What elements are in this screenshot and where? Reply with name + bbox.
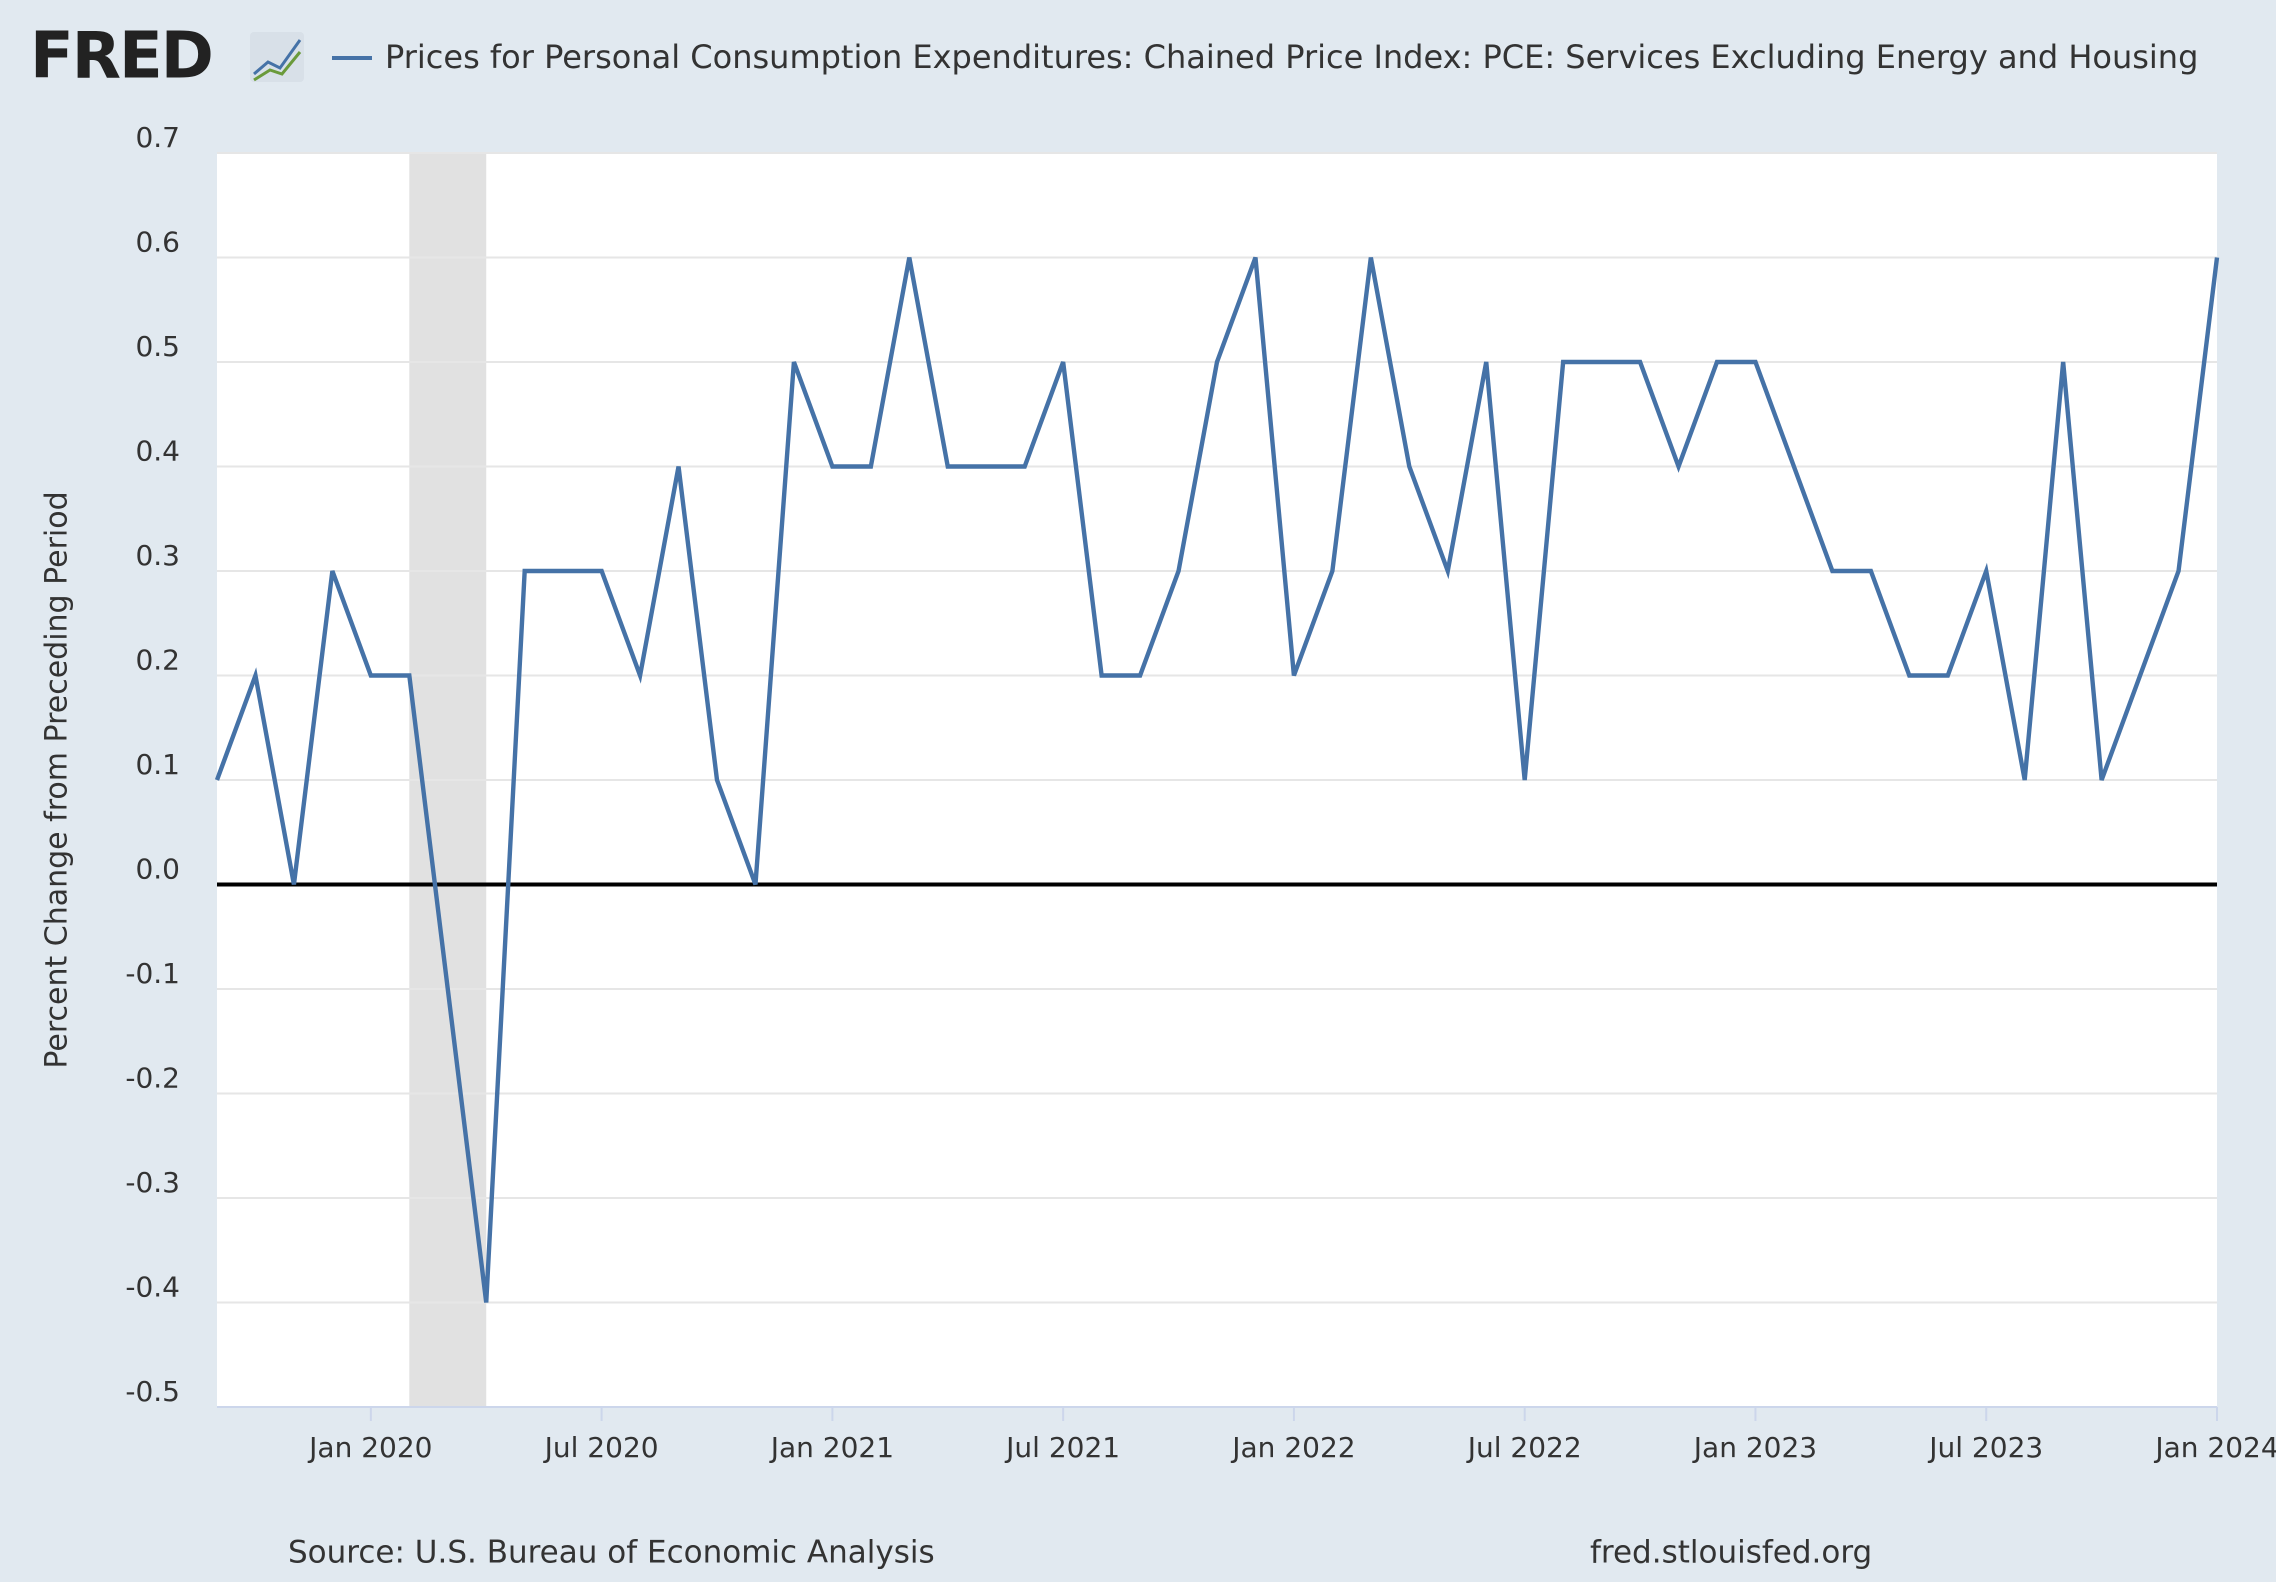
x-tick-label: Jul 2023 [1927, 1431, 2043, 1464]
x-tick-label: Jan 2023 [1692, 1431, 1817, 1464]
site: fred.stlouisfed.org [1590, 1535, 1872, 1571]
y-tick-label: 0.1 [135, 748, 180, 781]
x-tick-label: Jan 2020 [307, 1431, 432, 1464]
y-tick-label: 0.2 [135, 644, 180, 677]
x-tick-label: Jan 2021 [769, 1431, 894, 1464]
y-tick-label: -0.5 [125, 1375, 180, 1408]
y-tick-label: 0.0 [135, 853, 180, 886]
y-tick-label: -0.1 [125, 957, 180, 990]
y-tick-label: 0.5 [135, 330, 180, 363]
y-axis-label: Percent Change from Preceding Period [40, 491, 75, 1068]
y-tick-label: 0.6 [135, 226, 180, 259]
y-tick-label: 0.4 [135, 435, 180, 468]
x-tick-label: Jan 2024 [2153, 1431, 2276, 1464]
y-tick-label: 0.3 [135, 539, 180, 572]
x-tick-label: Jul 2021 [1004, 1431, 1120, 1464]
legend-title: Prices for Personal Consumption Expendit… [385, 38, 2198, 76]
logo-icon [250, 32, 304, 82]
x-tick-label: Jul 2020 [543, 1431, 659, 1464]
x-tick-label: Jan 2022 [1230, 1431, 1355, 1464]
logo: FRED [30, 20, 212, 94]
series-line [214, 256, 2220, 1303]
y-tick-label: -0.2 [125, 1062, 180, 1095]
y-tick-label: 0.7 [135, 121, 180, 154]
source: Source: U.S. Bureau of Economic Analysis [288, 1535, 935, 1571]
x-tick-label: Jul 2022 [1466, 1431, 1582, 1464]
y-tick-label: -0.4 [125, 1271, 180, 1304]
y-tick-label: -0.3 [125, 1166, 180, 1199]
